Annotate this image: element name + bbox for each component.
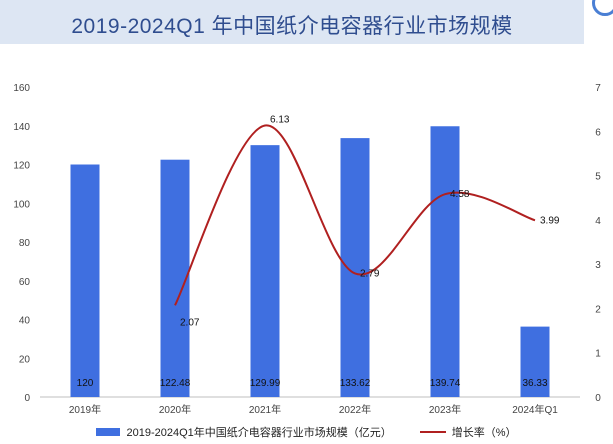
x-tick-label: 2019年 bbox=[69, 403, 101, 416]
y-left-tick-label: 20 bbox=[19, 354, 31, 365]
bar-3 bbox=[250, 145, 280, 397]
chart-title: 2019-2024Q1 年中国纸介电容器行业市场规模 bbox=[71, 15, 513, 38]
legend-line-swatch bbox=[419, 431, 446, 433]
bar-6 bbox=[520, 326, 550, 397]
y-right-tick-label: 2 bbox=[595, 304, 601, 315]
y-right-tick-label: 5 bbox=[595, 172, 601, 183]
bar-value-label: 122.48 bbox=[160, 378, 191, 389]
bar-value-label: 133.62 bbox=[340, 378, 371, 389]
x-tick-label: 2022年 bbox=[339, 403, 371, 416]
y-right-tick-label: 7 bbox=[595, 83, 601, 94]
legend-item-line: 增长率（%） bbox=[419, 424, 517, 440]
growth-rate-line bbox=[174, 124, 536, 306]
bar-1 bbox=[70, 164, 100, 397]
corner-logo-icon bbox=[592, 0, 613, 16]
line-value-label: 6.13 bbox=[270, 115, 290, 126]
y-left-tick-label: 160 bbox=[13, 83, 30, 94]
y-right-tick-label: 0 bbox=[595, 393, 601, 404]
y-right-tick-label: 3 bbox=[595, 260, 601, 271]
bar-value-label: 139.74 bbox=[430, 378, 461, 389]
bar-value-label: 36.33 bbox=[522, 378, 547, 389]
y-left-tick-label: 120 bbox=[13, 161, 30, 172]
bar-value-label: 129.99 bbox=[250, 378, 281, 389]
x-tick-label: 2023年 bbox=[429, 403, 461, 416]
y-left-tick-label: 0 bbox=[24, 393, 30, 404]
y-left-tick-label: 40 bbox=[19, 316, 31, 327]
y-left-tick-label: 100 bbox=[13, 199, 30, 210]
bar-value-label: 120 bbox=[77, 378, 94, 389]
legend-line-label: 增长率（%） bbox=[451, 427, 517, 439]
line-value-label: 3.99 bbox=[540, 215, 560, 226]
x-tick-label: 2021年 bbox=[249, 403, 281, 416]
x-tick-label: 2024年Q1 bbox=[512, 403, 558, 416]
y-right-tick-label: 4 bbox=[595, 216, 601, 227]
y-left-tick-label: 140 bbox=[13, 122, 30, 133]
y-right-tick-label: 6 bbox=[595, 127, 601, 138]
y-left-tick-label: 80 bbox=[19, 238, 31, 249]
y-right-tick-label: 1 bbox=[595, 349, 601, 360]
bar-5 bbox=[430, 126, 460, 397]
legend-bar-swatch bbox=[96, 428, 121, 436]
legend-item-bar: 2019-2024Q1年中国纸介电容器行业市场规模（亿元） bbox=[96, 424, 392, 440]
y-left-tick-label: 60 bbox=[19, 277, 31, 288]
legend-bar-label: 2019-2024Q1年中国纸介电容器行业市场规模（亿元） bbox=[126, 427, 392, 439]
bar-2 bbox=[160, 159, 190, 397]
chart-legend: 2019-2024Q1年中国纸介电容器行业市场规模（亿元） 增长率（%） bbox=[0, 424, 613, 440]
line-value-label: 2.07 bbox=[180, 317, 200, 328]
x-tick-label: 2020年 bbox=[159, 403, 191, 416]
line-value-label: 2.79 bbox=[360, 268, 380, 279]
title-band bbox=[0, 0, 584, 44]
line-value-label: 4.58 bbox=[450, 189, 470, 200]
bar-4 bbox=[340, 138, 370, 397]
